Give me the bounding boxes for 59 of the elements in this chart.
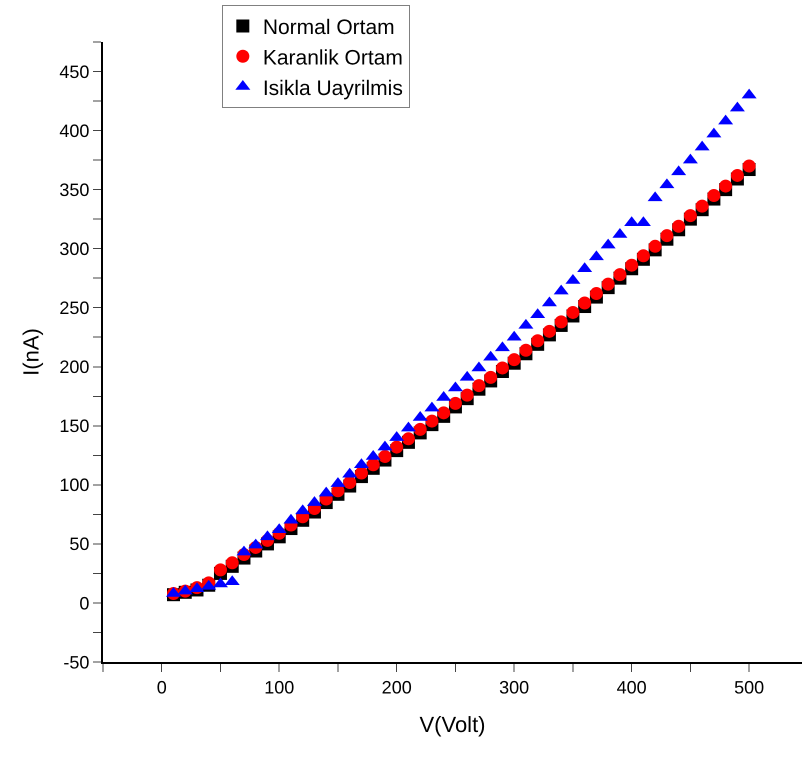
point [648, 240, 662, 253]
y-tick-label: 150 [59, 416, 90, 436]
point [696, 200, 709, 213]
point [390, 440, 404, 454]
y-tick-label: 250 [59, 298, 90, 318]
y-tick-label: 350 [59, 180, 90, 200]
x-tick-label: 500 [734, 678, 764, 698]
point [672, 220, 686, 233]
point [496, 361, 509, 374]
point [214, 563, 227, 576]
x-tick-label: 400 [616, 678, 647, 698]
y-tick-label: 100 [59, 475, 90, 496]
point [414, 422, 427, 436]
y-tick-label: 0 [79, 593, 90, 614]
point [472, 379, 486, 392]
point [425, 414, 438, 428]
point [730, 168, 744, 182]
point [613, 268, 626, 282]
point [554, 315, 568, 328]
point [590, 287, 603, 300]
point [460, 388, 474, 402]
point [542, 324, 556, 338]
y-axis-title: I(nA) [18, 328, 44, 376]
point [719, 180, 732, 193]
x-tick-label: 300 [499, 678, 530, 698]
x-tick-label: 100 [264, 678, 294, 698]
y-tick-label: 200 [59, 357, 90, 378]
point [742, 160, 756, 172]
y-tick-label: 400 [59, 120, 90, 141]
point [437, 406, 450, 420]
point [226, 556, 239, 570]
x-axis-title: V(Volt) [419, 712, 486, 737]
legend-label: Normal Ortam [262, 16, 395, 40]
y-tick-label: 300 [59, 238, 90, 259]
y-tick-label: 50 [69, 534, 90, 554]
point [566, 306, 580, 319]
point [484, 370, 498, 384]
x-tick-label: 0 [156, 678, 167, 698]
point [578, 296, 592, 310]
point [402, 432, 415, 446]
y-tick-label: 450 [59, 62, 90, 82]
point [707, 189, 720, 202]
point [625, 258, 638, 272]
point [448, 396, 462, 410]
point [378, 450, 392, 464]
legend-label: Isikla Uayrilmis [262, 76, 403, 100]
legend-label: Karanlik Ortam [262, 46, 403, 70]
point [519, 344, 532, 357]
point [508, 353, 521, 366]
y-tick-label: -50 [63, 652, 90, 672]
x-tick-label: 200 [382, 678, 412, 698]
point [660, 229, 674, 242]
point [684, 209, 697, 222]
point [366, 458, 380, 472]
point [602, 278, 615, 291]
point [354, 466, 368, 480]
point [531, 334, 544, 348]
point [343, 476, 356, 489]
point [636, 249, 650, 262]
